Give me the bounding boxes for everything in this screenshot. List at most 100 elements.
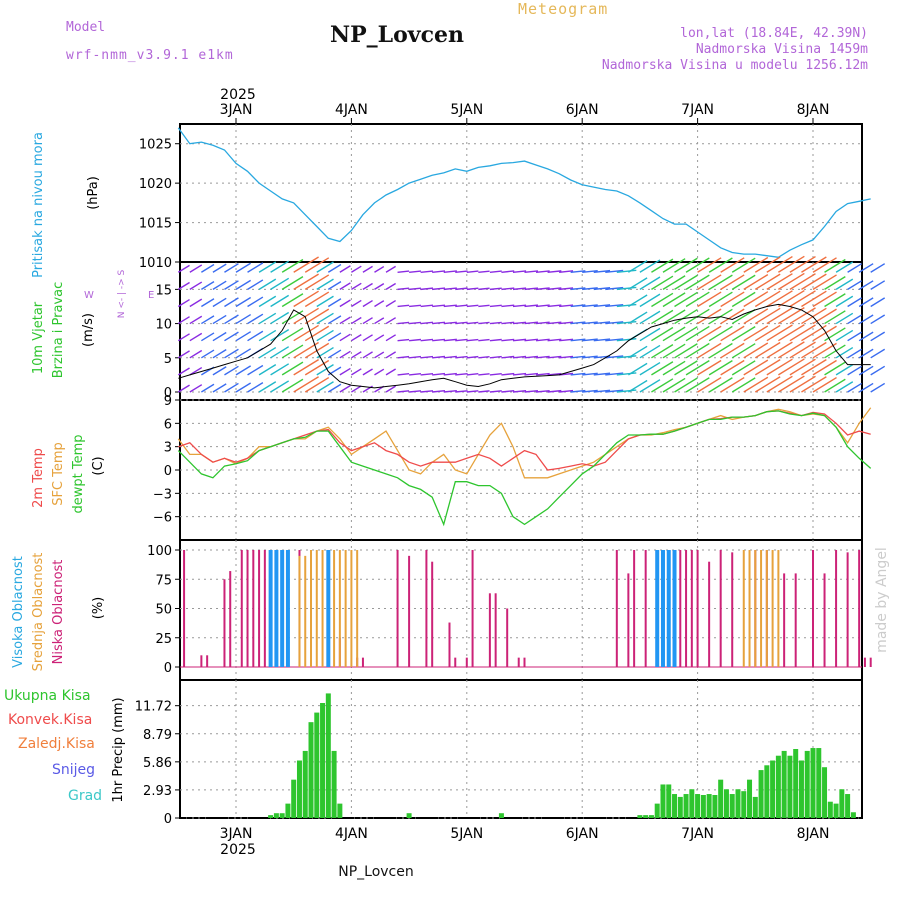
wind-arrow xyxy=(651,309,674,325)
wind-arrow xyxy=(489,338,502,342)
wind-arrow xyxy=(189,298,203,308)
precip-bar xyxy=(337,803,343,818)
low-cloud-bar xyxy=(246,550,249,667)
cloud-ylabel-3: Niska Oblacnost xyxy=(51,560,66,665)
wind-arrow xyxy=(466,287,479,291)
wind-arrow xyxy=(708,291,733,308)
wind-arrow xyxy=(812,359,837,376)
wind-arrow xyxy=(524,338,539,342)
wind-arrow xyxy=(327,383,342,393)
wind-arrow xyxy=(731,274,756,290)
mid-cloud-bar xyxy=(338,550,341,667)
wind-arrow xyxy=(605,321,624,325)
compass-west-label: W xyxy=(84,290,94,301)
wind-arrow xyxy=(512,389,527,393)
wind-arrow xyxy=(316,312,334,325)
cloud-panel: 100 75 50 25 0 xyxy=(147,539,872,681)
precip-bar xyxy=(498,813,504,818)
wind-arrow xyxy=(409,390,422,393)
precip-bar xyxy=(781,750,787,818)
wind-arrow xyxy=(766,375,793,393)
wind-arrow xyxy=(674,377,698,393)
wind-arrow xyxy=(605,286,624,291)
wind-arrow xyxy=(582,338,598,342)
wind-arrow xyxy=(351,334,362,342)
wind-arrow xyxy=(304,325,330,342)
wind-arrow xyxy=(547,270,562,273)
wind-arrow xyxy=(754,359,781,376)
wind-arrow xyxy=(743,342,769,359)
precip-bar xyxy=(787,755,793,818)
wind-arrow xyxy=(385,317,397,325)
wind-arrow xyxy=(627,379,648,393)
wind-arrow xyxy=(201,315,215,325)
wind-arrow xyxy=(501,338,515,342)
wind-arrow xyxy=(374,368,385,376)
wind-arrow xyxy=(847,280,862,290)
wind-arrow xyxy=(616,389,637,393)
wind-arrow xyxy=(177,333,190,342)
wind-arrow xyxy=(605,389,624,393)
pressure-ytick-label: 1025 xyxy=(139,138,172,153)
low-cloud-bar xyxy=(863,657,866,667)
wind-arrow xyxy=(177,350,190,359)
low-cloud-bar xyxy=(846,552,849,667)
low-cloud-bar xyxy=(425,550,428,667)
wind-arrow xyxy=(501,304,515,308)
wind-arrow xyxy=(258,329,277,342)
footer-station-label: NP_Lovcen xyxy=(338,864,414,880)
wind-arrow xyxy=(258,295,277,308)
precip-legend-item: Ukupna Kisa xyxy=(4,688,91,704)
wind-arrow xyxy=(651,344,674,359)
precip-bar xyxy=(279,813,285,818)
wind-arrow xyxy=(720,308,745,325)
wind-arrow xyxy=(766,290,793,308)
wind-arrow xyxy=(235,365,252,376)
wind-arrow xyxy=(512,287,527,291)
wind-arrow xyxy=(801,341,827,359)
wind-arrow xyxy=(674,257,698,273)
wind-arrow xyxy=(270,277,290,290)
wind-arrow xyxy=(409,270,422,273)
precip-panel: 11.72 8.79 5.86 2.93 0 xyxy=(135,679,863,827)
wind-arrow xyxy=(293,376,319,393)
wind-arrow xyxy=(443,355,457,359)
wind-arrow xyxy=(489,355,502,359)
wind-arrow xyxy=(478,270,490,273)
wind-arrow xyxy=(397,373,410,376)
wind-arrow xyxy=(812,342,837,359)
wind-arrow xyxy=(189,366,203,376)
wind-arrow xyxy=(847,263,862,273)
wind-arrow xyxy=(627,277,648,290)
wind-arrow xyxy=(212,383,227,393)
precip-bar xyxy=(648,815,654,818)
wind-arrow xyxy=(212,280,227,290)
wind-arrow xyxy=(858,331,874,342)
wind-arrow xyxy=(778,307,805,325)
wind-arrow xyxy=(374,265,385,273)
mid-cloud-bar xyxy=(748,550,751,667)
precip-bar xyxy=(845,794,851,818)
wind-arrow xyxy=(293,359,319,376)
wind-arrow xyxy=(870,331,886,342)
wind-arrow xyxy=(570,389,586,393)
wind-arrow xyxy=(616,303,637,308)
wind-arrow xyxy=(685,342,710,359)
precip-ytick-label: 2.93 xyxy=(143,784,172,799)
wind-arrow xyxy=(362,317,373,325)
wind-arrow xyxy=(858,348,874,359)
wind-arrow xyxy=(870,297,886,308)
wind-arrow xyxy=(559,355,574,359)
precip-bar xyxy=(637,815,643,818)
wind-arrow xyxy=(708,325,733,342)
wind-arrow xyxy=(778,255,805,273)
wind-arrow xyxy=(281,344,304,359)
bottom-day-label: 7JAN xyxy=(681,826,714,842)
temp-dewpt-line xyxy=(177,410,872,527)
wind-arrow xyxy=(501,390,515,393)
pressure-panel: 1025 1020 1015 1010 xyxy=(139,123,871,271)
wind-arrow xyxy=(524,321,539,325)
wind-arrow xyxy=(443,270,457,273)
wind-arrow xyxy=(489,304,502,308)
low-cloud-bar xyxy=(200,655,203,667)
